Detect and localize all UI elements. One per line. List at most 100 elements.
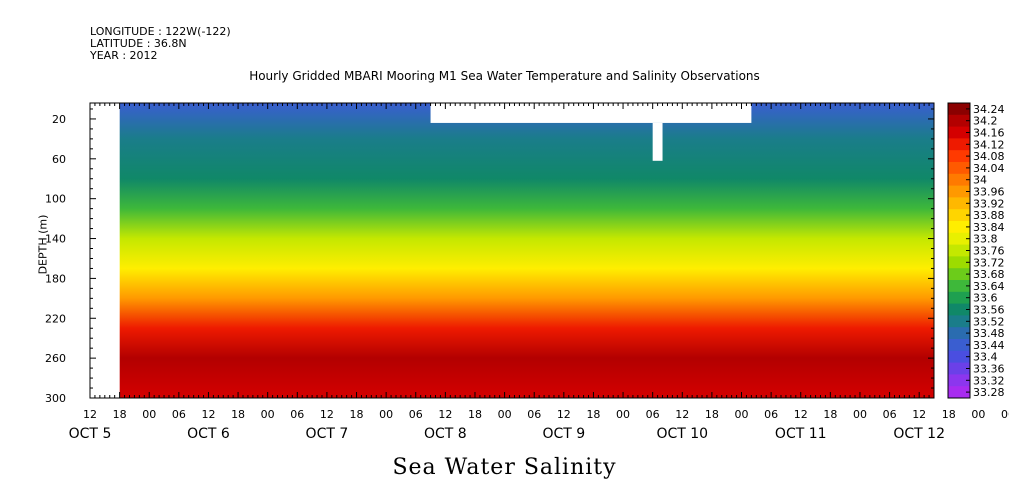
colorbar-label: 33.76 — [973, 245, 1005, 258]
colorbar-label: 33.36 — [973, 363, 1005, 376]
x-hour-tick-label: 12 — [201, 408, 215, 421]
colorbar-swatch — [948, 185, 970, 198]
x-hour-tick-label: 12 — [675, 408, 689, 421]
colorbar-label: 33.56 — [973, 304, 1005, 317]
colorbar-swatch — [948, 173, 970, 187]
x-day-label: OCT 6 — [187, 426, 230, 442]
colorbar-label: 33.8 — [973, 233, 998, 246]
colorbar-swatch — [948, 126, 970, 139]
x-day-label: OCT 10 — [656, 426, 708, 442]
x-hour-tick-label: 12 — [320, 408, 334, 421]
x-day-label: OCT 11 — [775, 426, 827, 442]
colorbar-label: 33.28 — [973, 386, 1005, 399]
colorbar-swatch — [948, 291, 970, 305]
colorbar-swatch — [948, 280, 970, 293]
colorbar-label: 34.04 — [973, 162, 1005, 175]
colorbar-label: 33.48 — [973, 327, 1005, 340]
colorbar-swatch — [948, 197, 970, 210]
colorbar-swatch — [948, 350, 970, 364]
x-hour-tick-label: 18 — [113, 408, 127, 421]
colorbar-label: 33.88 — [973, 209, 1005, 222]
colorbar-label: 34.12 — [973, 138, 1005, 151]
missing-data-block — [652, 122, 663, 161]
x-hour-tick-label: 18 — [231, 408, 245, 421]
colorbar-label: 33.44 — [973, 339, 1005, 352]
colorbar-label: 34 — [973, 174, 987, 187]
x-hour-tick-label: 00 — [498, 408, 512, 421]
colorbar-label: 33.68 — [973, 268, 1005, 281]
y-tick-label: 140 — [45, 233, 66, 246]
x-hour-tick-label: 06 — [764, 408, 778, 421]
x-hour-tick-label: 00 — [971, 408, 985, 421]
colorbar-label: 33.32 — [973, 374, 1005, 387]
y-tick-label: 180 — [45, 272, 66, 285]
colorbar-swatch — [948, 268, 970, 281]
x-hour-tick-label: 00 — [616, 408, 630, 421]
colorbar-label: 34.24 — [973, 103, 1005, 116]
colorbar-label: 33.96 — [973, 186, 1005, 199]
y-tick-label: 220 — [45, 312, 66, 325]
colorbar-swatch — [948, 374, 970, 387]
year-label: YEAR : 2012 — [90, 49, 158, 62]
colorbar-swatch — [948, 221, 970, 234]
x-hour-tick-label: 00 — [379, 408, 393, 421]
x-hour-tick-label: 12 — [557, 408, 571, 421]
x-day-label: OCT 5 — [69, 426, 112, 442]
x-hour-tick-label: 12 — [83, 408, 97, 421]
x-day-label: OCT 7 — [306, 426, 349, 442]
colorbar-swatch — [948, 339, 970, 352]
colorbar-swatch — [948, 162, 970, 175]
x-hour-tick-label: 00 — [853, 408, 867, 421]
x-hour-tick-label: 06 — [409, 408, 423, 421]
x-hour-tick-label: 06 — [646, 408, 660, 421]
y-tick-label: 60 — [52, 153, 66, 166]
colorbar-label: 33.84 — [973, 221, 1005, 234]
missing-data-block — [430, 103, 752, 123]
colorbar-swatch — [948, 315, 970, 328]
colorbar-swatch — [948, 327, 970, 340]
plot-area — [90, 103, 935, 398]
y-tick-label: 260 — [45, 352, 66, 365]
x-hour-tick-label: 06 — [172, 408, 186, 421]
colorbar-label: 34.2 — [973, 115, 998, 128]
x-hour-tick-label: 18 — [942, 408, 956, 421]
colorbar-swatch — [948, 114, 970, 128]
x-hour-tick-label: 18 — [823, 408, 837, 421]
x-hour-tick-label: 06 — [290, 408, 304, 421]
x-hour-tick-label: 18 — [586, 408, 600, 421]
x-day-label: OCT 12 — [893, 426, 945, 442]
x-hour-tick-label: 12 — [912, 408, 926, 421]
chart-bottom-title: Sea Water Salinity — [392, 455, 617, 480]
colorbar-swatch — [948, 150, 970, 163]
colorbar-swatch — [948, 362, 970, 375]
x-hour-tick-label: 00 — [142, 408, 156, 421]
colorbar-swatch — [948, 256, 970, 269]
plot-frame — [89, 102, 935, 399]
colorbar-swatch — [948, 232, 970, 246]
latitude-label: LATITUDE : 36.8N — [90, 37, 187, 50]
colorbar-swatch — [948, 103, 970, 116]
x-hour-tick-label: 12 — [438, 408, 452, 421]
x-hour-tick-label: 00 — [261, 408, 275, 421]
colorbar-label: 33.52 — [973, 315, 1005, 328]
colorbar-label: 33.92 — [973, 197, 1005, 210]
x-hour-tick-label: 06 — [527, 408, 541, 421]
salinity-field — [119, 103, 935, 398]
colorbar-label: 33.72 — [973, 256, 1005, 269]
colorbar: 34.2434.234.1634.1234.0834.043433.9633.9… — [947, 102, 1005, 399]
x-hour-tick-label: 18 — [705, 408, 719, 421]
y-tick-label: 100 — [45, 193, 66, 206]
colorbar-swatch — [948, 244, 970, 257]
colorbar-label: 34.16 — [973, 127, 1005, 140]
x-hour-tick-label: 12 — [794, 408, 808, 421]
colorbar-label: 33.4 — [973, 351, 998, 364]
colorbar-swatch — [948, 386, 970, 399]
y-tick-label: 300 — [45, 392, 66, 405]
x-hour-tick-label: 00 — [735, 408, 749, 421]
y-tick-label: 20 — [52, 113, 66, 126]
colorbar-swatch — [948, 138, 970, 151]
x-day-label: OCT 9 — [542, 426, 585, 442]
axes: 12 18 00 06 12 18 00 06 12 18 00 06 12 18 00 06 12 18 00 06… — [45, 102, 1009, 442]
x-hour-tick-label: 06 — [1001, 408, 1009, 421]
